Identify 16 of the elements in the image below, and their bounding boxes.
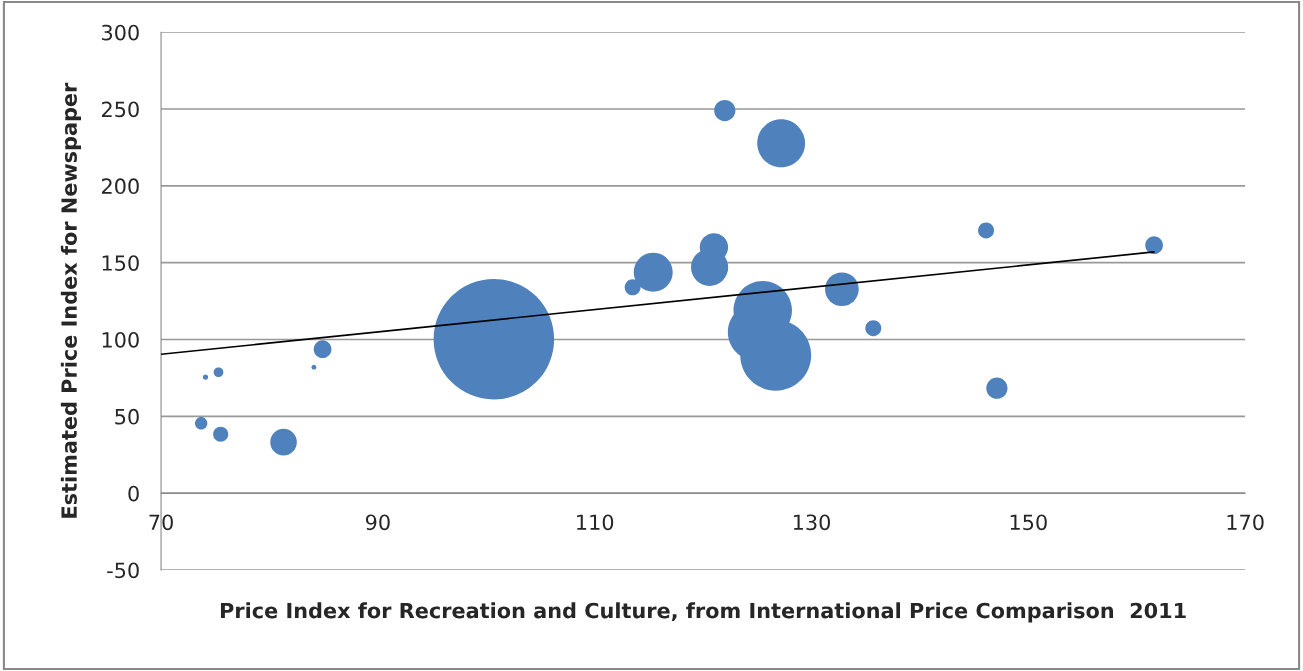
y-tick-label: 50 [115,408,139,425]
y-tick-label: 300 [102,24,139,41]
y-tick-label: 100 [102,331,139,348]
y-tick-label: 150 [102,255,139,271]
y-tick-label: 250 [101,101,139,118]
y-tick-label: 0 [128,485,139,502]
x-axis-title: Price Index for Recreation and Culture, from International Price Comparison 2011 [220,602,1186,623]
y-axis-title: Estimated Price Index for Newspaper [60,82,82,518]
y-tick-label: 200 [101,178,139,195]
x-tick-label: 170 [1227,514,1264,531]
x-tick-label: 90 [365,514,390,531]
x-tick-label: 150 [1010,514,1047,531]
x-tick-label: 110 [577,514,614,531]
y-tick-label: -50 [107,562,139,579]
x-tick-label: 130 [793,514,831,531]
x-tick-label: 70 [149,514,173,531]
